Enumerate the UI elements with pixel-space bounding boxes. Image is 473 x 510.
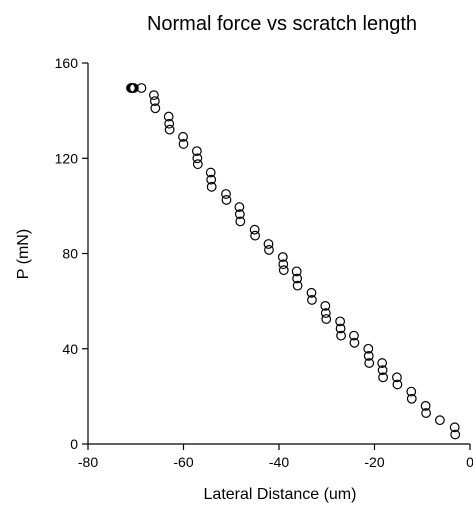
data-point — [192, 159, 203, 170]
data-point — [349, 330, 359, 341]
y-tick-label: 160 — [55, 55, 79, 71]
data-point — [320, 300, 331, 311]
data-point — [291, 266, 302, 277]
data-point — [421, 408, 431, 418]
x-tick-label: -60 — [173, 454, 193, 470]
data-point — [221, 189, 231, 199]
data-point — [249, 224, 260, 235]
data-point — [277, 252, 288, 262]
data-point — [292, 280, 303, 291]
data-point — [234, 209, 245, 220]
data-point — [234, 202, 245, 212]
data-point — [449, 422, 460, 433]
data-point — [335, 316, 346, 327]
x-tick-label: -40 — [269, 454, 289, 470]
y-tick-label: 120 — [55, 150, 79, 166]
data-point — [148, 90, 159, 101]
x-tick-label: -80 — [78, 454, 98, 470]
data-point — [128, 83, 139, 93]
data-point — [206, 181, 217, 192]
y-tick-label: 0 — [70, 436, 78, 452]
data-point — [278, 259, 289, 270]
data-points — [126, 83, 461, 440]
data-point — [206, 174, 217, 185]
data-point — [221, 195, 232, 205]
data-point — [191, 146, 202, 157]
data-point — [136, 83, 147, 93]
data-point — [378, 372, 388, 383]
data-point — [336, 330, 346, 341]
axes — [87, 63, 470, 445]
data-point — [435, 415, 445, 426]
data-point — [321, 314, 332, 324]
x-axis-ticks: -80 -60 -40 -20 0 — [78, 444, 473, 470]
y-tick-label: 40 — [62, 341, 78, 357]
data-point — [363, 343, 374, 354]
data-point — [364, 358, 375, 368]
x-axis-label: Lateral Distance (um) — [204, 486, 357, 503]
data-point — [150, 103, 161, 114]
data-point — [278, 265, 289, 276]
data-point — [349, 337, 360, 348]
chart-title: Normal force vs scratch length — [147, 13, 417, 35]
y-axis-ticks: 0 40 80 120 160 — [55, 55, 88, 452]
data-point — [264, 245, 274, 255]
data-point — [235, 216, 246, 227]
data-point — [392, 379, 403, 390]
data-point — [178, 131, 188, 142]
data-point — [178, 139, 189, 149]
data-point — [292, 273, 303, 284]
data-point — [192, 153, 203, 164]
data-point — [205, 167, 216, 178]
data-point — [263, 239, 274, 249]
data-point — [164, 124, 175, 135]
data-point — [307, 295, 317, 305]
x-tick-label: -20 — [364, 454, 384, 470]
data-point — [392, 372, 402, 383]
data-point — [377, 358, 388, 368]
y-tick-label: 80 — [62, 246, 78, 262]
data-point — [363, 350, 374, 361]
data-point — [149, 96, 160, 106]
data-point — [406, 393, 417, 404]
x-tick-label: 0 — [466, 454, 473, 470]
data-point — [306, 287, 317, 298]
data-point — [420, 401, 431, 411]
data-point — [406, 386, 417, 397]
data-point — [164, 118, 175, 129]
data-point — [250, 230, 261, 241]
data-point — [320, 308, 331, 318]
y-axis-label: P (mN) — [15, 229, 32, 279]
data-point — [450, 429, 461, 440]
data-point — [163, 111, 174, 122]
data-point — [377, 365, 388, 376]
data-point — [335, 323, 346, 334]
